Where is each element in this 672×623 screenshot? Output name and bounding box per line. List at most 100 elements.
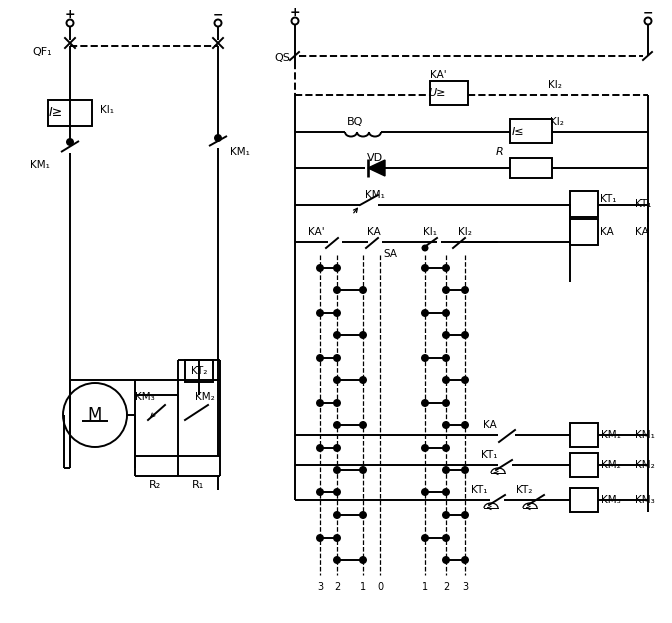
Circle shape <box>443 445 449 451</box>
Circle shape <box>422 445 428 451</box>
Circle shape <box>443 512 449 518</box>
Circle shape <box>423 245 427 250</box>
Bar <box>570 219 598 245</box>
Circle shape <box>443 467 449 473</box>
Circle shape <box>443 332 449 338</box>
Bar <box>570 423 598 447</box>
Text: KM₁: KM₁ <box>635 430 655 440</box>
Text: KM₃: KM₃ <box>135 392 155 402</box>
Circle shape <box>443 265 449 271</box>
Circle shape <box>360 377 366 383</box>
Circle shape <box>67 19 73 27</box>
Circle shape <box>462 557 468 563</box>
Text: I≤: I≤ <box>511 127 524 137</box>
Text: KA: KA <box>483 420 497 430</box>
Text: KI₁: KI₁ <box>100 105 114 115</box>
Circle shape <box>63 383 127 447</box>
Circle shape <box>317 400 323 406</box>
Circle shape <box>67 139 73 145</box>
Circle shape <box>462 332 468 338</box>
Circle shape <box>317 265 323 271</box>
Text: KT₂: KT₂ <box>191 366 207 376</box>
Circle shape <box>360 557 366 563</box>
Circle shape <box>443 287 449 293</box>
Text: KM₂: KM₂ <box>635 460 655 470</box>
Text: KT₂: KT₂ <box>515 485 532 495</box>
Text: KA': KA' <box>308 227 325 237</box>
Bar <box>510 119 552 143</box>
Circle shape <box>317 445 323 451</box>
Text: −: − <box>213 9 223 22</box>
Text: VD: VD <box>367 153 383 163</box>
Circle shape <box>334 400 340 406</box>
Text: KT₁: KT₁ <box>600 194 616 204</box>
Circle shape <box>317 535 323 541</box>
Text: KM₃: KM₃ <box>635 495 655 505</box>
Text: KA: KA <box>367 227 381 237</box>
Text: +: + <box>290 6 300 19</box>
Text: 2: 2 <box>334 582 340 592</box>
Circle shape <box>215 135 221 141</box>
Circle shape <box>422 310 428 316</box>
Bar <box>430 81 468 105</box>
Circle shape <box>644 17 651 24</box>
Circle shape <box>334 445 340 451</box>
Circle shape <box>334 355 340 361</box>
Circle shape <box>462 512 468 518</box>
Text: I≥: I≥ <box>49 107 63 120</box>
Text: 2: 2 <box>443 582 449 592</box>
Circle shape <box>334 377 340 383</box>
Text: 3: 3 <box>462 582 468 592</box>
Circle shape <box>443 400 449 406</box>
Circle shape <box>334 512 340 518</box>
Text: KM₁: KM₁ <box>601 430 621 440</box>
Circle shape <box>317 489 323 495</box>
Text: KM₃: KM₃ <box>601 495 621 505</box>
Bar <box>185 360 213 382</box>
Circle shape <box>422 265 428 271</box>
Circle shape <box>443 422 449 428</box>
Text: 1: 1 <box>360 582 366 592</box>
Circle shape <box>443 310 449 316</box>
Text: KA': KA' <box>430 70 447 80</box>
Text: KI₂: KI₂ <box>548 80 562 90</box>
Text: KT₁: KT₁ <box>635 199 651 209</box>
Circle shape <box>334 467 340 473</box>
Text: 0: 0 <box>377 582 383 592</box>
Text: KT₁: KT₁ <box>472 485 488 495</box>
Circle shape <box>360 287 366 293</box>
Bar <box>570 191 598 217</box>
Circle shape <box>292 17 298 24</box>
Circle shape <box>334 489 340 495</box>
Circle shape <box>443 377 449 383</box>
Circle shape <box>334 287 340 293</box>
Bar <box>570 488 598 512</box>
Circle shape <box>422 400 428 406</box>
Text: KM₂: KM₂ <box>195 392 215 402</box>
Text: M: M <box>88 406 102 424</box>
Bar <box>48 100 92 126</box>
Text: BQ: BQ <box>347 117 363 127</box>
Circle shape <box>334 422 340 428</box>
Circle shape <box>317 355 323 361</box>
Text: −: − <box>642 6 653 19</box>
Circle shape <box>443 557 449 563</box>
Circle shape <box>443 535 449 541</box>
Circle shape <box>462 287 468 293</box>
Text: KM₁: KM₁ <box>30 160 50 170</box>
Circle shape <box>422 535 428 541</box>
Circle shape <box>334 310 340 316</box>
Circle shape <box>443 355 449 361</box>
Circle shape <box>360 467 366 473</box>
Text: R₂: R₂ <box>149 480 161 490</box>
Text: KI₁: KI₁ <box>423 227 437 237</box>
Circle shape <box>462 467 468 473</box>
Text: +: + <box>65 9 75 22</box>
Circle shape <box>334 557 340 563</box>
Circle shape <box>462 422 468 428</box>
Bar <box>570 453 598 477</box>
Text: KI₂: KI₂ <box>550 117 564 127</box>
Text: KM₁: KM₁ <box>230 147 250 157</box>
Circle shape <box>443 489 449 495</box>
Text: KA: KA <box>635 227 648 237</box>
